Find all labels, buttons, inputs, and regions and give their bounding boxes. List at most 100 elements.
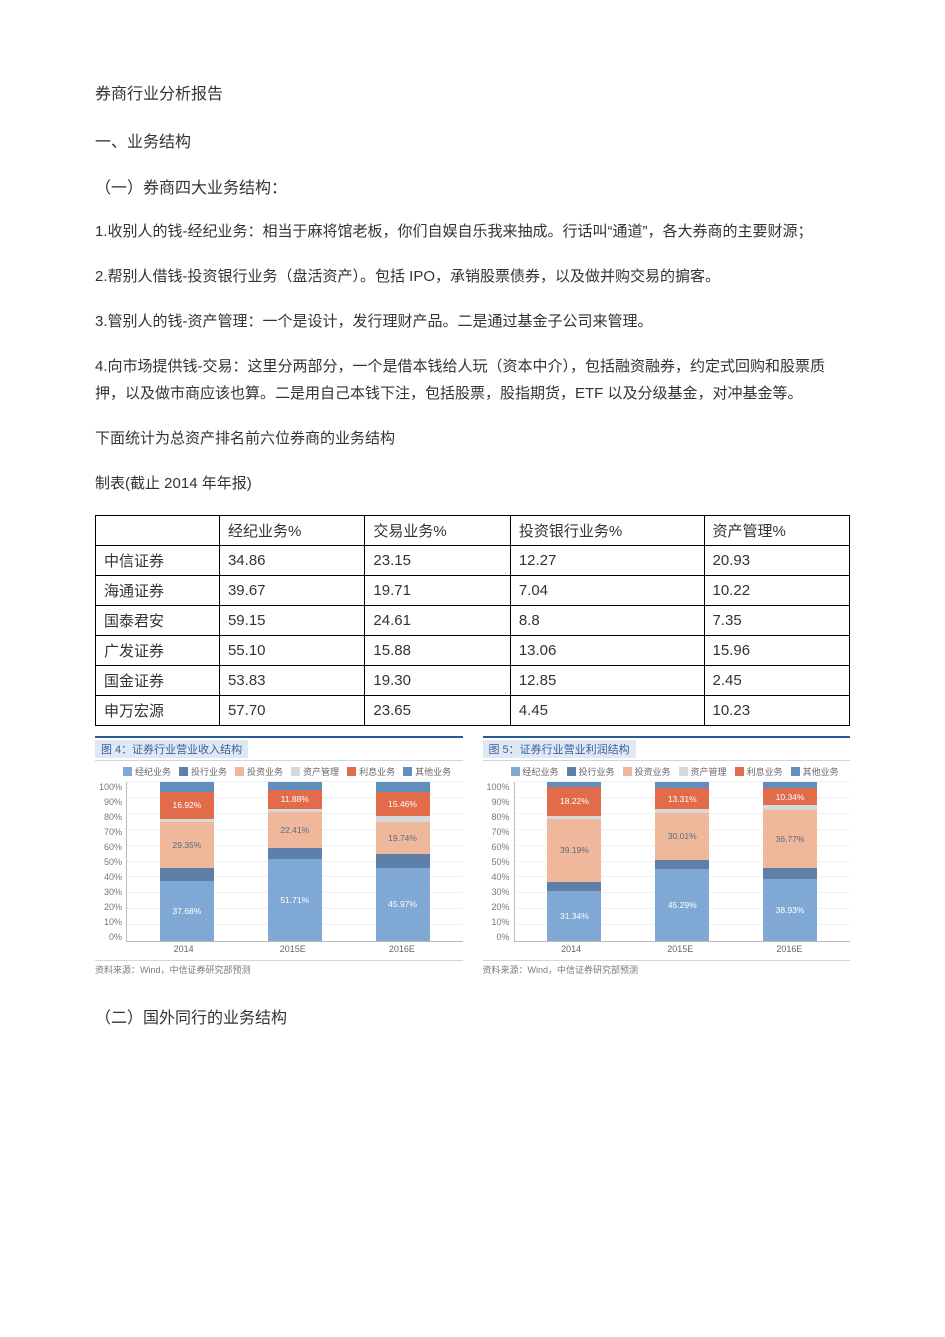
- legend-item: 经纪业务: [511, 765, 559, 778]
- legend-swatch: [235, 767, 244, 776]
- subsection-heading-1: （一）券商四大业务结构：: [95, 174, 850, 198]
- legend-label: 利息业务: [359, 765, 395, 778]
- bar-segment: 29.35%: [160, 822, 214, 869]
- y-tick-label: 0%: [487, 932, 510, 942]
- table-cell: 59.15: [219, 606, 364, 636]
- table-cell: 海通证券: [96, 576, 220, 606]
- chart-profit-structure: 图 5：证券行业营业利润结构经纪业务投行业务投资业务资产管理利息业务其他业务10…: [483, 736, 851, 976]
- y-tick-label: 60%: [99, 842, 122, 852]
- bar-segment: 16.92%: [160, 792, 214, 819]
- chart-title: 图 4：证券行业营业收入结构: [95, 740, 248, 758]
- legend-label: 其他业务: [415, 765, 451, 778]
- bar-segment: 10.34%: [763, 788, 817, 804]
- y-tick-label: 50%: [487, 857, 510, 867]
- bar-segment: [268, 782, 322, 790]
- legend-label: 投行业务: [191, 765, 227, 778]
- table-cell: 12.85: [510, 666, 704, 696]
- legend-swatch: [567, 767, 576, 776]
- y-tick-label: 40%: [487, 872, 510, 882]
- table-header-cell: 交易业务%: [365, 516, 510, 546]
- y-tick-label: 10%: [487, 917, 510, 927]
- legend-item: 投资业务: [235, 765, 283, 778]
- y-tick-label: 30%: [99, 887, 122, 897]
- legend-label: 其他业务: [803, 765, 839, 778]
- table-cell: 19.30: [365, 666, 510, 696]
- plot: 16.92%29.35%37.68%11.88%22.41%51.71%15.4…: [126, 782, 462, 942]
- legend-swatch: [735, 767, 744, 776]
- legend-label: 经纪业务: [135, 765, 171, 778]
- bar-segment: 11.88%: [268, 790, 322, 809]
- table-cell: 国金证券: [96, 666, 220, 696]
- bar-segment-label: 29.35%: [173, 840, 202, 850]
- bar-segment-label: 45.97%: [388, 899, 417, 909]
- y-tick-label: 100%: [487, 782, 510, 792]
- table-cell: 53.83: [219, 666, 364, 696]
- table-row: 广发证券55.1015.8813.0615.96: [96, 636, 850, 666]
- bar-segment: 13.31%: [655, 788, 709, 809]
- bar-column: 16.92%29.35%37.68%: [160, 782, 214, 941]
- y-tick-label: 70%: [99, 827, 122, 837]
- legend-item: 其他业务: [403, 765, 451, 778]
- paragraph-4: 4.向市场提供钱-交易：这里分两部分，一个是借本钱给人玩（资本中介），包括融资融…: [95, 353, 850, 407]
- y-tick-label: 40%: [99, 872, 122, 882]
- x-tick-label: 2014: [544, 944, 598, 954]
- y-tick-label: 90%: [487, 797, 510, 807]
- table-cell: 39.67: [219, 576, 364, 606]
- bar-segment-label: 45.29%: [668, 900, 697, 910]
- section-heading-1: 一、业务结构: [95, 128, 850, 152]
- legend-swatch: [403, 767, 412, 776]
- business-structure-table: 经纪业务%交易业务%投资银行业务%资产管理% 中信证券34.8623.1512.…: [95, 515, 850, 726]
- table-cell: 中信证券: [96, 546, 220, 576]
- y-tick-label: 60%: [487, 842, 510, 852]
- chart-source: 资料来源：Wind，中信证券研究部预测: [483, 960, 851, 976]
- y-tick-label: 0%: [99, 932, 122, 942]
- legend-label: 经纪业务: [523, 765, 559, 778]
- bar-segment: 31.34%: [547, 891, 601, 941]
- table-header-cell: [96, 516, 220, 546]
- table-cell: 15.88: [365, 636, 510, 666]
- table-row: 申万宏源57.7023.654.4510.23: [96, 696, 850, 726]
- bar-segment-label: 51.71%: [280, 895, 309, 905]
- bar-segment-label: 38.93%: [776, 905, 805, 915]
- table-cell: 15.96: [704, 636, 849, 666]
- table-cell: 12.27: [510, 546, 704, 576]
- y-tick-label: 10%: [99, 917, 122, 927]
- chart-revenue-structure: 图 4：证券行业营业收入结构经纪业务 投行业务投资业务资产管理 利息业务 其他业务 10…: [95, 736, 463, 976]
- chart-legend: 经纪业务 投行业务投资业务资产管理 利息业务 其他业务: [123, 765, 463, 778]
- bar-segment: [376, 854, 430, 868]
- y-tick-label: 80%: [99, 812, 122, 822]
- chart-title: 图 5：证券行业营业利润结构: [483, 740, 636, 758]
- bar-segment-label: 11.88%: [281, 794, 309, 804]
- chart-legend: 经纪业务投行业务投资业务资产管理利息业务其他业务: [511, 765, 851, 778]
- bar-segment: 39.19%: [547, 819, 601, 881]
- y-axis: 100%90%80%70%60%50%40%30%20%10%0%: [487, 782, 514, 942]
- y-tick-label: 50%: [99, 857, 122, 867]
- legend-item: 资产管理: [291, 765, 339, 778]
- table-cell: 34.86: [219, 546, 364, 576]
- table-cell: 20.93: [704, 546, 849, 576]
- table-cell: 8.8: [510, 606, 704, 636]
- x-tick-label: 2014: [157, 944, 211, 954]
- bar-segment: [160, 782, 214, 792]
- legend-swatch: [679, 767, 688, 776]
- bar-column: 11.88%22.41%51.71%: [268, 782, 322, 941]
- bar-segment: [547, 882, 601, 892]
- document-page: 券商行业分析报告 一、业务结构 （一）券商四大业务结构： 1.收别人的钱-经纪业…: [0, 0, 945, 1108]
- legend-item: 投行业务: [179, 765, 227, 778]
- bar-segment: 30.01%: [655, 813, 709, 861]
- bar-segment-label: 19.74%: [388, 833, 417, 843]
- legend-item: 投资业务: [623, 765, 671, 778]
- x-tick-label: 2016E: [762, 944, 816, 954]
- bar-segment: [763, 868, 817, 879]
- bar-column: 15.46%19.74%45.97%: [376, 782, 430, 941]
- legend-swatch: [347, 767, 356, 776]
- table-cell: 10.22: [704, 576, 849, 606]
- y-tick-label: 90%: [99, 797, 122, 807]
- legend-item: 利息业务: [347, 765, 395, 778]
- table-cell: 24.61: [365, 606, 510, 636]
- legend-swatch: [123, 767, 132, 776]
- table-cell: 13.06: [510, 636, 704, 666]
- y-tick-label: 20%: [487, 902, 510, 912]
- bar-column: 18.22%39.19%31.34%: [547, 782, 601, 941]
- doc-title: 券商行业分析报告: [95, 80, 850, 104]
